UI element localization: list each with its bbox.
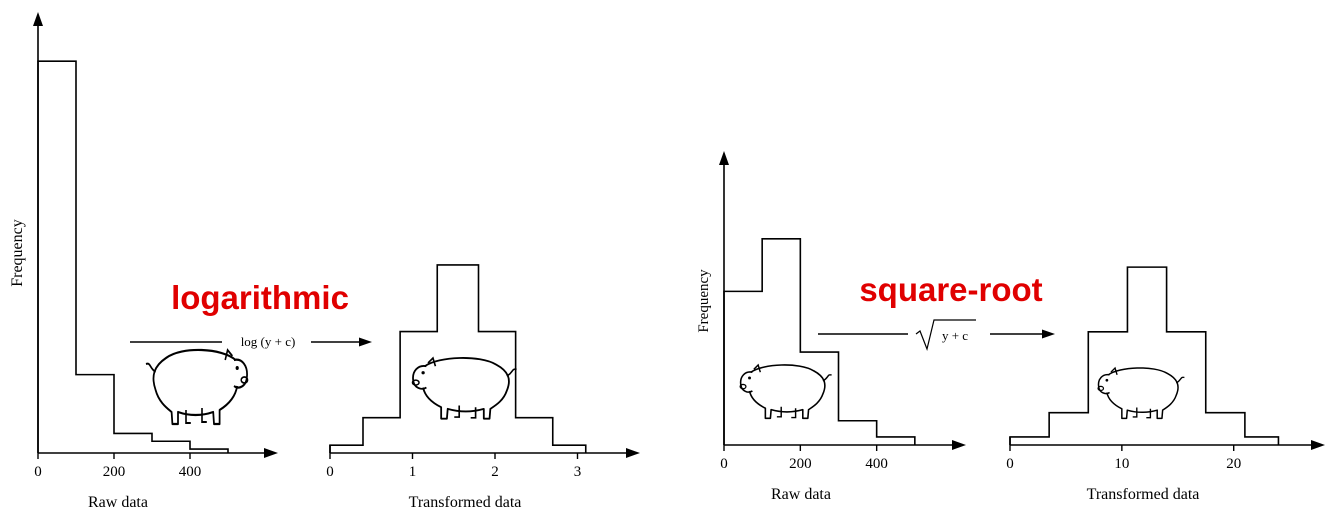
x-axis-label-raw-right: Raw data — [771, 486, 831, 503]
pig-drawing-icon — [1097, 367, 1186, 420]
arrow-right-icon — [1042, 329, 1055, 339]
x-tick-label: 400 — [865, 456, 888, 472]
pig-drawing-icon — [411, 357, 518, 420]
arrow-right-icon — [264, 448, 278, 458]
transform-label-log: log (y + c) — [241, 334, 296, 349]
chart-raw-data-left: 0 200 400 Raw data — [33, 12, 278, 511]
x-tick-label: 200 — [789, 456, 812, 472]
x-tick-label: 400 — [179, 464, 202, 480]
panel-title-logarithmic: logarithmic — [171, 279, 349, 316]
x-tick-label: 200 — [103, 464, 126, 480]
chart-transformed-data-right: 0 10 20 Transformed data — [1006, 266, 1325, 503]
histogram-steps-raw-right — [723, 238, 916, 445]
arrow-up-icon — [719, 151, 729, 165]
x-axis-label-transformed-left: Transformed data — [409, 494, 522, 511]
histogram-steps-transformed-right — [1009, 266, 1280, 445]
chart-raw-data-right: 0 200 400 Raw data — [719, 151, 966, 503]
panel-square-root: square-root Frequency 0 200 400 Raw data y… — [696, 151, 1325, 503]
x-tick-label: 20 — [1226, 456, 1241, 472]
panel-logarithmic: logarithmic Frequency 0 200 400 Raw data l… — [9, 12, 640, 511]
arrow-up-icon — [33, 12, 43, 26]
x-tick-label: 1 — [409, 464, 417, 480]
frequency-axis-label-right: Frequency — [696, 269, 712, 333]
pig-drawing-icon — [739, 364, 833, 420]
frequency-axis-label-left: Frequency — [9, 219, 26, 287]
x-tick-label: 0 — [1006, 456, 1014, 472]
x-tick-label: 3 — [574, 464, 582, 480]
pig-drawing-icon — [144, 348, 249, 426]
x-tick-label: 2 — [491, 464, 499, 480]
x-tick-label: 0 — [326, 464, 334, 480]
panel-title-square-root: square-root — [859, 271, 1042, 308]
x-tick-label: 0 — [34, 464, 42, 480]
x-tick-label: 10 — [1114, 456, 1129, 472]
x-axis-label-raw-left: Raw data — [88, 494, 148, 511]
transform-label-sqrt: y + c — [942, 328, 968, 343]
histogram-steps-transformed-left — [329, 264, 587, 453]
x-tick-label: 0 — [720, 456, 728, 472]
square-root-sign-icon — [915, 319, 976, 352]
arrow-right-icon — [1311, 440, 1325, 450]
arrow-right-icon — [952, 440, 966, 450]
x-axis-label-transformed-right: Transformed data — [1087, 486, 1200, 503]
arrow-right-icon — [626, 448, 640, 458]
arrow-right-icon — [359, 337, 372, 347]
transform-arrow-sqrt: y + c — [818, 319, 1055, 352]
chart-transformed-data-left: 0 1 2 3 Transformed data — [326, 264, 640, 511]
histogram-steps-raw-left — [37, 60, 229, 453]
transform-arrow-log: log (y + c) — [130, 334, 372, 349]
